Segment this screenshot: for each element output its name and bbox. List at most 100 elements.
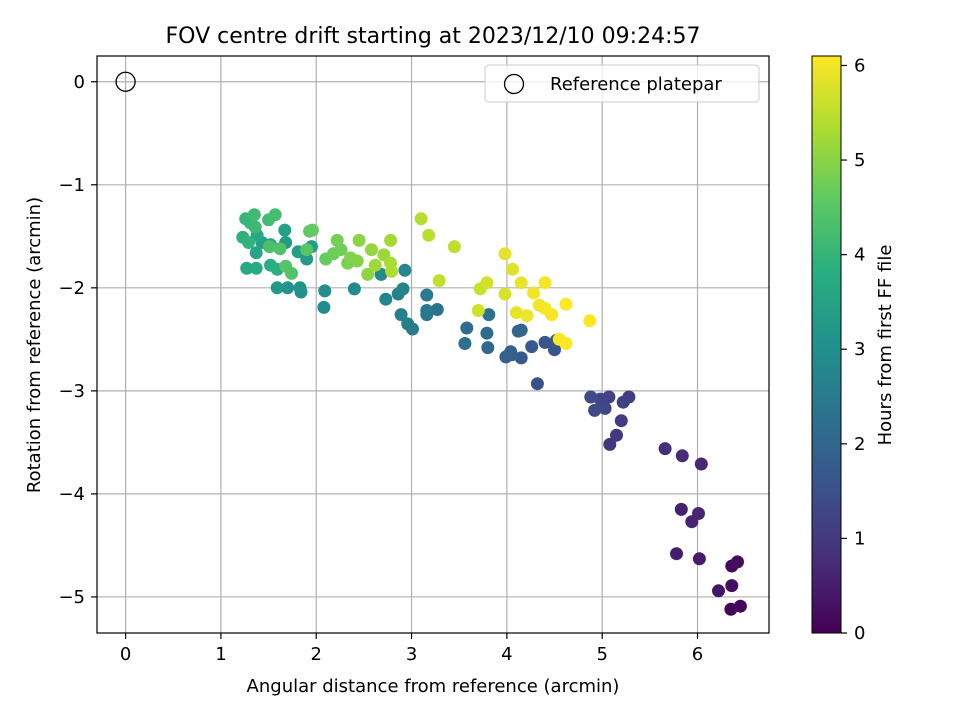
data-point <box>670 547 683 561</box>
y-tick-label: −3 <box>58 381 85 402</box>
data-point <box>504 345 518 359</box>
data-point <box>527 286 541 300</box>
data-point <box>365 243 378 257</box>
data-points <box>236 208 747 616</box>
x-tick-label: 5 <box>596 644 607 665</box>
data-point <box>498 247 512 261</box>
colorbar-tick-label: 6 <box>854 55 865 76</box>
x-tick-label: 4 <box>501 644 512 665</box>
y-tick-label: −5 <box>58 587 85 608</box>
x-tick-label: 6 <box>692 644 703 665</box>
data-point <box>559 337 573 350</box>
data-point <box>733 599 747 613</box>
data-point <box>506 262 520 276</box>
data-point <box>509 306 523 320</box>
data-point <box>352 233 366 247</box>
y-tick-label: −1 <box>58 175 85 196</box>
y-tick-label: −2 <box>58 278 85 299</box>
data-point <box>268 208 282 222</box>
data-point <box>481 341 495 355</box>
data-point <box>330 233 344 247</box>
data-point <box>278 223 292 237</box>
grid <box>97 56 769 633</box>
colorbar-tick-label: 2 <box>854 434 865 455</box>
data-point <box>398 263 412 277</box>
data-point <box>538 276 552 290</box>
y-tick-label: 0 <box>74 72 85 93</box>
data-point <box>731 555 744 569</box>
data-point <box>538 335 552 349</box>
data-point <box>414 212 428 226</box>
data-point <box>242 236 256 249</box>
data-point <box>350 254 364 268</box>
legend-marker-icon <box>503 73 525 95</box>
data-point <box>675 449 689 463</box>
x-tick-label: 3 <box>406 644 417 665</box>
data-point <box>293 281 307 295</box>
chart-title: FOV centre drift starting at 2023/12/10 … <box>166 24 701 49</box>
data-point <box>614 414 628 428</box>
data-point <box>725 579 739 593</box>
data-point <box>385 264 398 278</box>
data-point <box>430 303 444 316</box>
data-point <box>422 228 436 242</box>
data-point <box>361 267 375 281</box>
data-point <box>281 281 295 295</box>
data-point <box>305 223 319 237</box>
colorbar-tick-label: 5 <box>854 150 865 171</box>
data-point <box>694 457 708 471</box>
data-point <box>270 281 284 295</box>
colorbar-tick-label: 4 <box>854 245 865 266</box>
data-point <box>318 284 332 298</box>
data-point <box>545 308 559 322</box>
x-axis-label: Angular distance from reference (arcmin) <box>247 676 620 697</box>
legend: Reference platepar <box>484 64 760 103</box>
data-point <box>249 246 263 260</box>
colorbar-tick-label: 3 <box>854 339 865 360</box>
y-tick-label: −4 <box>58 484 85 505</box>
data-point <box>249 261 263 275</box>
data-point <box>530 377 544 391</box>
data-point <box>317 300 331 314</box>
data-point <box>300 243 314 257</box>
data-point <box>384 233 398 247</box>
data-point <box>460 321 474 335</box>
y-axis-label: Rotation from reference (arcmin) <box>24 197 45 493</box>
colorbar-gradient <box>811 55 842 634</box>
data-point <box>674 502 688 516</box>
data-point <box>692 552 706 566</box>
data-point <box>610 428 623 442</box>
data-point <box>598 401 612 415</box>
y-axis-ticks: 0 −1 −2 −3 −4 −5 <box>58 72 97 608</box>
data-point <box>588 403 602 417</box>
data-point <box>247 208 261 222</box>
data-point <box>347 282 361 296</box>
data-point <box>420 288 434 302</box>
data-point <box>525 340 539 354</box>
data-point <box>712 584 725 598</box>
data-point <box>471 304 485 317</box>
reference-point-marker <box>115 71 136 92</box>
data-point <box>279 259 293 273</box>
data-point <box>300 252 314 266</box>
colorbar-label: Hours from first FF file <box>875 245 896 446</box>
data-point <box>559 297 573 311</box>
data-point <box>420 308 434 322</box>
data-point <box>447 240 461 254</box>
x-tick-label: 1 <box>215 644 226 665</box>
data-point <box>583 314 597 328</box>
colorbar-tick-label: 1 <box>854 528 865 549</box>
data-point <box>603 437 617 451</box>
data-point <box>458 337 472 350</box>
data-point <box>396 282 410 296</box>
data-point <box>263 240 276 254</box>
data-point <box>514 323 528 337</box>
x-axis-ticks: 0 1 2 3 4 5 6 <box>120 633 703 665</box>
plot-frame <box>96 55 770 634</box>
reference-marker <box>115 71 136 92</box>
data-point <box>273 242 287 256</box>
data-point <box>480 326 494 340</box>
data-point <box>248 220 262 234</box>
data-point <box>498 287 512 301</box>
